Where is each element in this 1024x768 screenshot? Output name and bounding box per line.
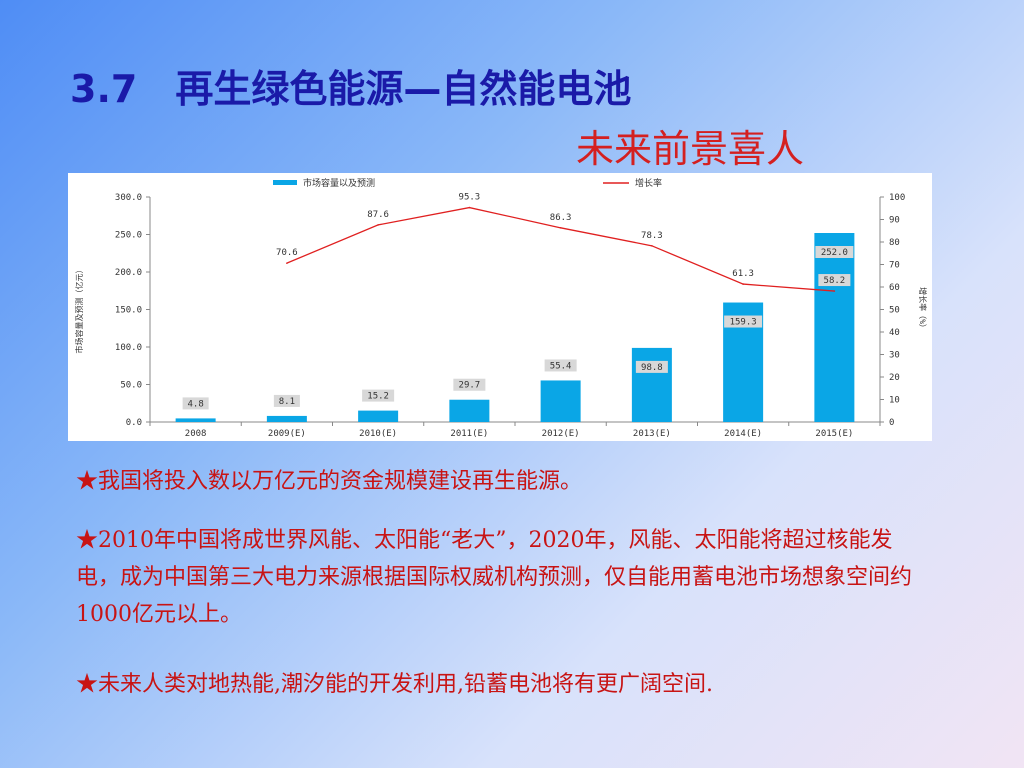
y2-tick-label: 0 [889,418,894,428]
bar-label-box [635,360,668,373]
y-tick-label: 100.0 [115,343,142,353]
x-tick-label: 2013(E) [633,429,671,439]
bar-label-box [182,397,209,410]
y-axis-title: 市场容量及预测（亿元） [74,266,84,354]
bar [175,418,216,422]
y-tick-label: 150.0 [115,306,142,316]
bar [540,380,581,422]
y-tick-label: 200.0 [115,268,142,278]
line-data-label: 70.6 [276,248,298,258]
section-number: 3.7 [70,67,138,111]
y-tick-label: 50.0 [120,381,142,391]
bar [631,347,672,422]
legend-label-bar: 市场容量以及预测 [303,177,375,189]
x-tick-label: 2011(E) [450,429,488,439]
x-tick-label: 2012(E) [542,429,580,439]
line-data-label: 86.3 [550,213,572,223]
bullet-2: ★2010年中国将成世界风能、太阳能“老大”，2020年，风能、太阳能将超过核能… [76,528,913,627]
chart-svg: 0.0 50.0 100.0 150.0 200.0 250.0 300.0 0 10 20 30 4… [74,177,928,439]
y2-tick-label: 40 [889,328,900,338]
bar [449,399,490,422]
legend-swatch-bar [273,180,297,185]
line-data-label: 78.3 [641,231,663,241]
bar-data-label: 55.4 [550,361,572,371]
bullet-3: ★未来人类对地热能,潮汐能的开发利用,铅蓄电池将有更广阔空间. [76,672,713,697]
bar [266,415,307,422]
slide-subtitle: 未来前景喜人 [576,127,805,171]
bar-data-label: 4.8 [187,399,203,409]
x-tick-label: 2010(E) [359,429,397,439]
line-point [559,227,562,229]
y2-tick-label: 100 [889,193,905,203]
line-data-label: 87.6 [367,210,389,220]
chart-container: 0.0 50.0 100.0 150.0 200.0 250.0 300.0 0 10 20 30 4… [68,173,932,441]
y2-tick-label: 30 [889,351,900,361]
bullet-1: ★我国将投入数以万亿元的资金规模建设再生能源。 [76,469,583,494]
line-label-box [818,274,851,287]
x-tick-label: 2009(E) [268,429,306,439]
y2-tick-label: 20 [889,373,900,383]
line-point [468,206,471,209]
y-tick-label: 0.0 [126,418,142,428]
x-tick-label: 2015(E) [815,429,853,439]
x-tick-label: 2014(E) [724,429,762,439]
line-data-label: 61.3 [732,269,754,279]
bar-label-box [273,394,300,407]
line-point [742,283,744,285]
bar-data-label: 159.3 [730,318,757,328]
slide-title: 3.7 再生绿色能源—自然能电池 [70,58,631,113]
line-point [286,262,288,264]
bar-label-box [453,378,486,391]
bar-data-label: 8.1 [279,397,295,407]
x-tick-label: 2008 [185,429,207,439]
bar-label-box [815,246,854,258]
y2-tick-label: 70 [889,261,900,271]
line-point [833,290,836,292]
line-data-label: 95.3 [459,193,481,203]
bar-data-label: 29.7 [459,381,481,391]
legend-label-line: 增长率 [635,177,662,189]
y2-tick-label: 10 [889,396,900,406]
line-point [651,245,653,247]
y2-tick-label: 90 [889,216,900,226]
y-tick-label: 250.0 [115,231,142,241]
bar-label-box [724,315,763,328]
bar [358,410,399,422]
line-point [377,224,379,226]
bar-label-box [362,389,395,402]
bar-data-label: 15.2 [367,392,389,402]
bar-data-label: 252.0 [821,248,848,258]
y2-tick-label: 60 [889,283,900,293]
y2-tick-label: 50 [889,306,900,316]
y2-axis-title: 增长率（%） [918,287,928,332]
y2-tick-label: 80 [889,238,900,248]
title-text: 再生绿色能源—自然能电池 [175,67,632,111]
bar-data-label: 98.8 [641,363,663,373]
y-tick-label: 300.0 [115,193,142,203]
bar [814,233,855,422]
line-data-label: 58.2 [824,276,846,286]
bar-label-box [544,359,577,372]
